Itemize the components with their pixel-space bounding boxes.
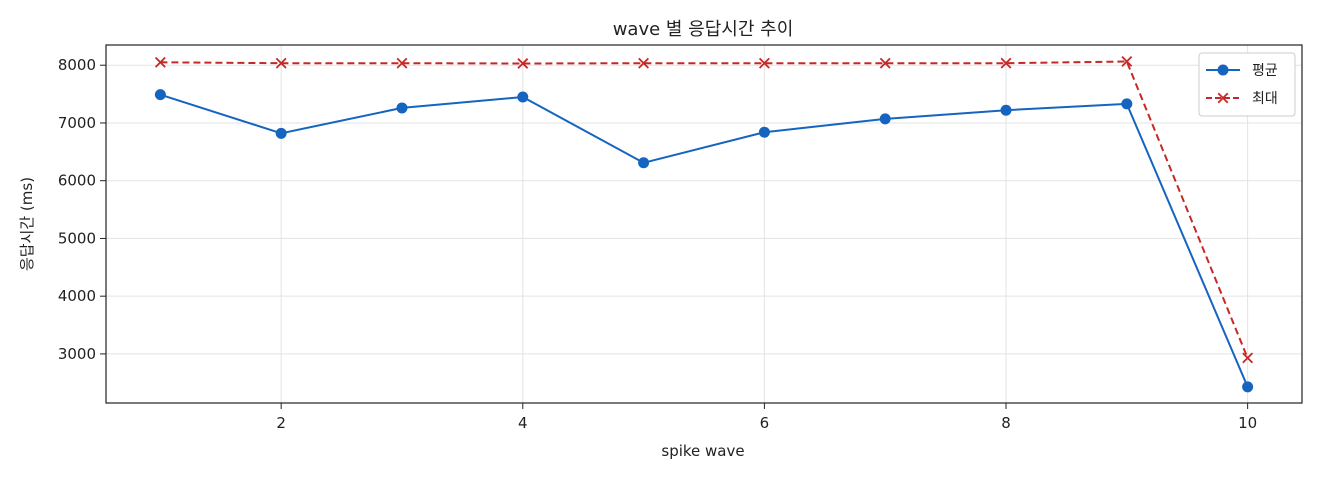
x-tick-label: 4	[518, 414, 528, 432]
legend-item: 평균	[1206, 63, 1278, 79]
series-1	[154, 89, 1254, 393]
data-point	[1242, 381, 1254, 393]
legend-box	[1198, 52, 1296, 117]
legend-item: 최대	[1206, 91, 1278, 107]
x-axis-label: spike wave	[661, 442, 744, 460]
x-tick-label: 2	[276, 414, 286, 432]
data-point	[517, 91, 529, 103]
x-tick-label: 8	[1001, 414, 1011, 432]
y-tick-label: 6000	[58, 172, 96, 190]
chart-title: wave 별 응답시간 추이	[613, 19, 794, 40]
data-point	[1121, 56, 1133, 67]
x-tick-label: 6	[760, 414, 770, 432]
data-point	[275, 127, 287, 139]
data-point	[1000, 104, 1012, 116]
y-tick-label: 3000	[58, 345, 96, 363]
y-tick-label: 7000	[58, 114, 96, 132]
legend-label: 평균	[1252, 63, 1278, 79]
series-layer	[154, 56, 1254, 393]
legend-marker	[1217, 92, 1229, 104]
data-point	[517, 58, 529, 69]
data-point	[758, 57, 770, 69]
data-point	[638, 57, 650, 69]
data-point	[879, 57, 891, 69]
y-tick-label: 4000	[58, 287, 96, 305]
plot-area-frame	[105, 44, 1303, 404]
legend-marker	[1217, 64, 1229, 76]
series-line	[160, 60, 1249, 359]
data-point	[275, 57, 287, 69]
data-point	[396, 102, 408, 114]
data-point	[1121, 98, 1133, 110]
data-point	[1000, 57, 1012, 69]
y-axis-label: 응답시간 (ms)	[18, 177, 36, 271]
grid	[106, 45, 1302, 403]
data-point	[879, 113, 891, 125]
data-point	[396, 57, 408, 69]
axes: 2 4 6 8 10 3000 4000 5000 6000 7000 8000	[58, 56, 1257, 432]
x-tick-label: 10	[1238, 414, 1257, 432]
y-tick-label: 5000	[58, 229, 96, 247]
series-line	[160, 93, 1249, 388]
data-point	[758, 126, 770, 138]
data-point	[638, 157, 650, 169]
legend-label: 최대	[1252, 91, 1278, 107]
series-2	[154, 56, 1254, 364]
data-point	[154, 56, 166, 68]
data-point	[154, 89, 166, 101]
data-point	[1242, 352, 1254, 364]
y-tick-label: 8000	[58, 56, 96, 74]
